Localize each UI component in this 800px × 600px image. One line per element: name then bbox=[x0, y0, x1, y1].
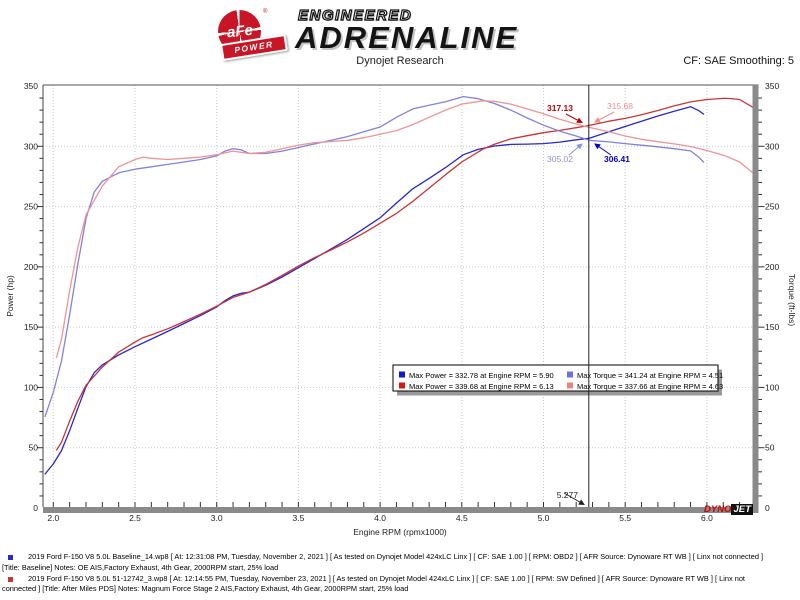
ylabel-right: 0 bbox=[765, 503, 770, 513]
axis-tick-labels: 0 50 100 150 200 250 300 350 0 50 100 150 200 250 300 3… bbox=[24, 81, 780, 523]
chart-title: Dynojet Research bbox=[356, 55, 444, 67]
cursor-rpm-arrow bbox=[563, 492, 585, 505]
run-bullet-afe-icon bbox=[8, 576, 13, 582]
curve-baseline-power bbox=[44, 106, 705, 475]
legend-swatch-afe-power bbox=[399, 382, 405, 389]
correction-smoothing-label: CF: SAE Smoothing: 5 bbox=[683, 55, 794, 67]
readout-baseline-power: 306.41 bbox=[604, 154, 630, 164]
run-line: [Title: Baseline] Notes: OE AIS,Factory … bbox=[2, 562, 279, 572]
legend-label-afe-power: Max Power = 339.68 at Engine RPM = 6.13 bbox=[409, 382, 554, 391]
run-entry-baseline: 2019 Ford F-150 V8 5.0L Baseline_14.wp8 … bbox=[2, 552, 800, 574]
ylabel-left: 350 bbox=[24, 81, 38, 91]
legend-swatch-afe-torque bbox=[567, 382, 573, 389]
dyno-chart: 0 50 100 150 200 250 300 350 0 50 100 150 200 250 300 3… bbox=[5, 81, 797, 537]
curve-baseline-torque bbox=[44, 95, 705, 418]
ylabel-right: 150 bbox=[765, 322, 779, 332]
left-axis-title: Power (hp) bbox=[5, 275, 15, 317]
dynojet-logo-jet: JET bbox=[731, 504, 753, 515]
readout-baseline-torque: 305.02 bbox=[547, 154, 573, 164]
readout-baseline-power-arrow bbox=[594, 143, 612, 156]
ylabel-right: 250 bbox=[765, 202, 779, 212]
legend-swatch-baseline-torque bbox=[567, 371, 573, 378]
run-info-footer: 2019 Ford F-150 V8 5.0L Baseline_14.wp8 … bbox=[0, 552, 800, 595]
ylabel-left: 100 bbox=[24, 382, 38, 392]
ylabel-right: 300 bbox=[765, 141, 779, 151]
x-axis-title: Engine RPM (rpmx1000) bbox=[353, 527, 447, 537]
plot-area[interactable] bbox=[43, 85, 753, 507]
xlabel: 2.5 bbox=[129, 513, 141, 523]
ylabel-right: 100 bbox=[765, 382, 779, 392]
chart-legend: Max Power = 332.78 at Engine RPM = 5.90 … bbox=[392, 364, 723, 396]
ylabel-left: 200 bbox=[24, 262, 38, 272]
ylabel-left: 150 bbox=[24, 322, 38, 332]
ylabel-left: 250 bbox=[24, 202, 38, 212]
xlabel: 4.5 bbox=[456, 513, 468, 523]
grid-lines bbox=[43, 85, 753, 507]
readout-afe-power-arrow bbox=[565, 113, 583, 123]
right-axis-bar bbox=[752, 85, 759, 513]
axis-ticks bbox=[37, 97, 765, 507]
ylabel-left: 0 bbox=[33, 503, 38, 513]
readout-afe-torque-arrow bbox=[594, 111, 615, 123]
run-line: 2019 Ford F-150 V8 5.0L 51-12742_3.wp8 [… bbox=[28, 573, 745, 583]
curve-afe-torque bbox=[55, 100, 753, 358]
readout-baseline-torque-arrow bbox=[568, 143, 583, 156]
xlabel: 3.0 bbox=[211, 513, 223, 523]
ylabel-right: 50 bbox=[765, 443, 775, 453]
xlabel: 5.0 bbox=[538, 513, 550, 523]
run-bullet-baseline-icon bbox=[8, 555, 13, 560]
xlabel: 3.5 bbox=[292, 513, 304, 523]
ylabel-left: 50 bbox=[29, 443, 39, 453]
brand-adrenaline-text: ADRENALINE bbox=[295, 20, 519, 55]
xlabel: 5.5 bbox=[619, 513, 631, 523]
legend-label-baseline-torque: Max Torque = 341.24 at Engine RPM = 4.51 bbox=[577, 371, 723, 380]
legend-swatch-baseline-power bbox=[399, 371, 405, 378]
registered-mark: ® bbox=[263, 9, 268, 15]
right-axis-title: Torque (ft-lbs) bbox=[787, 274, 797, 327]
run-entry-afe: 2019 Ford F-150 V8 5.0L 51-12742_3.wp8 [… bbox=[2, 574, 800, 596]
readout-afe-torque: 315.68 bbox=[607, 101, 633, 111]
run-line: 2019 Ford F-150 V8 5.0L Baseline_14.wp8 … bbox=[28, 552, 764, 561]
afe-badge-text: aFe bbox=[225, 21, 254, 42]
xlabel: 4.0 bbox=[374, 513, 386, 523]
ylabel-right: 200 bbox=[765, 262, 779, 272]
dynojet-logo: DYNO JET bbox=[704, 504, 753, 515]
afe-adrenaline-logo: aFe ® POWER ENGINEERED ADRENALINE bbox=[185, 6, 615, 62]
xlabel: 2.0 bbox=[47, 513, 59, 523]
dyno-curves bbox=[44, 95, 753, 475]
xlabel: 6.0 bbox=[701, 513, 713, 523]
brand-engineered-text: ENGINEERED bbox=[297, 6, 413, 24]
readout-afe-power: 317.13 bbox=[547, 103, 573, 113]
ylabel-right: 350 bbox=[765, 81, 779, 91]
ylabel-left: 300 bbox=[24, 141, 38, 151]
curve-afe-power bbox=[55, 97, 753, 451]
run-line: connected ] [Title: After Miles PDS] Not… bbox=[2, 584, 409, 594]
legend-label-baseline-power: Max Power = 332.78 at Engine RPM = 5.90 bbox=[409, 371, 554, 380]
legend-label-afe-torque: Max Torque = 337.66 at Engine RPM = 4.63 bbox=[577, 382, 723, 391]
bottom-axis-bar bbox=[43, 507, 759, 513]
dynojet-logo-dyno: DYNO bbox=[704, 504, 732, 515]
